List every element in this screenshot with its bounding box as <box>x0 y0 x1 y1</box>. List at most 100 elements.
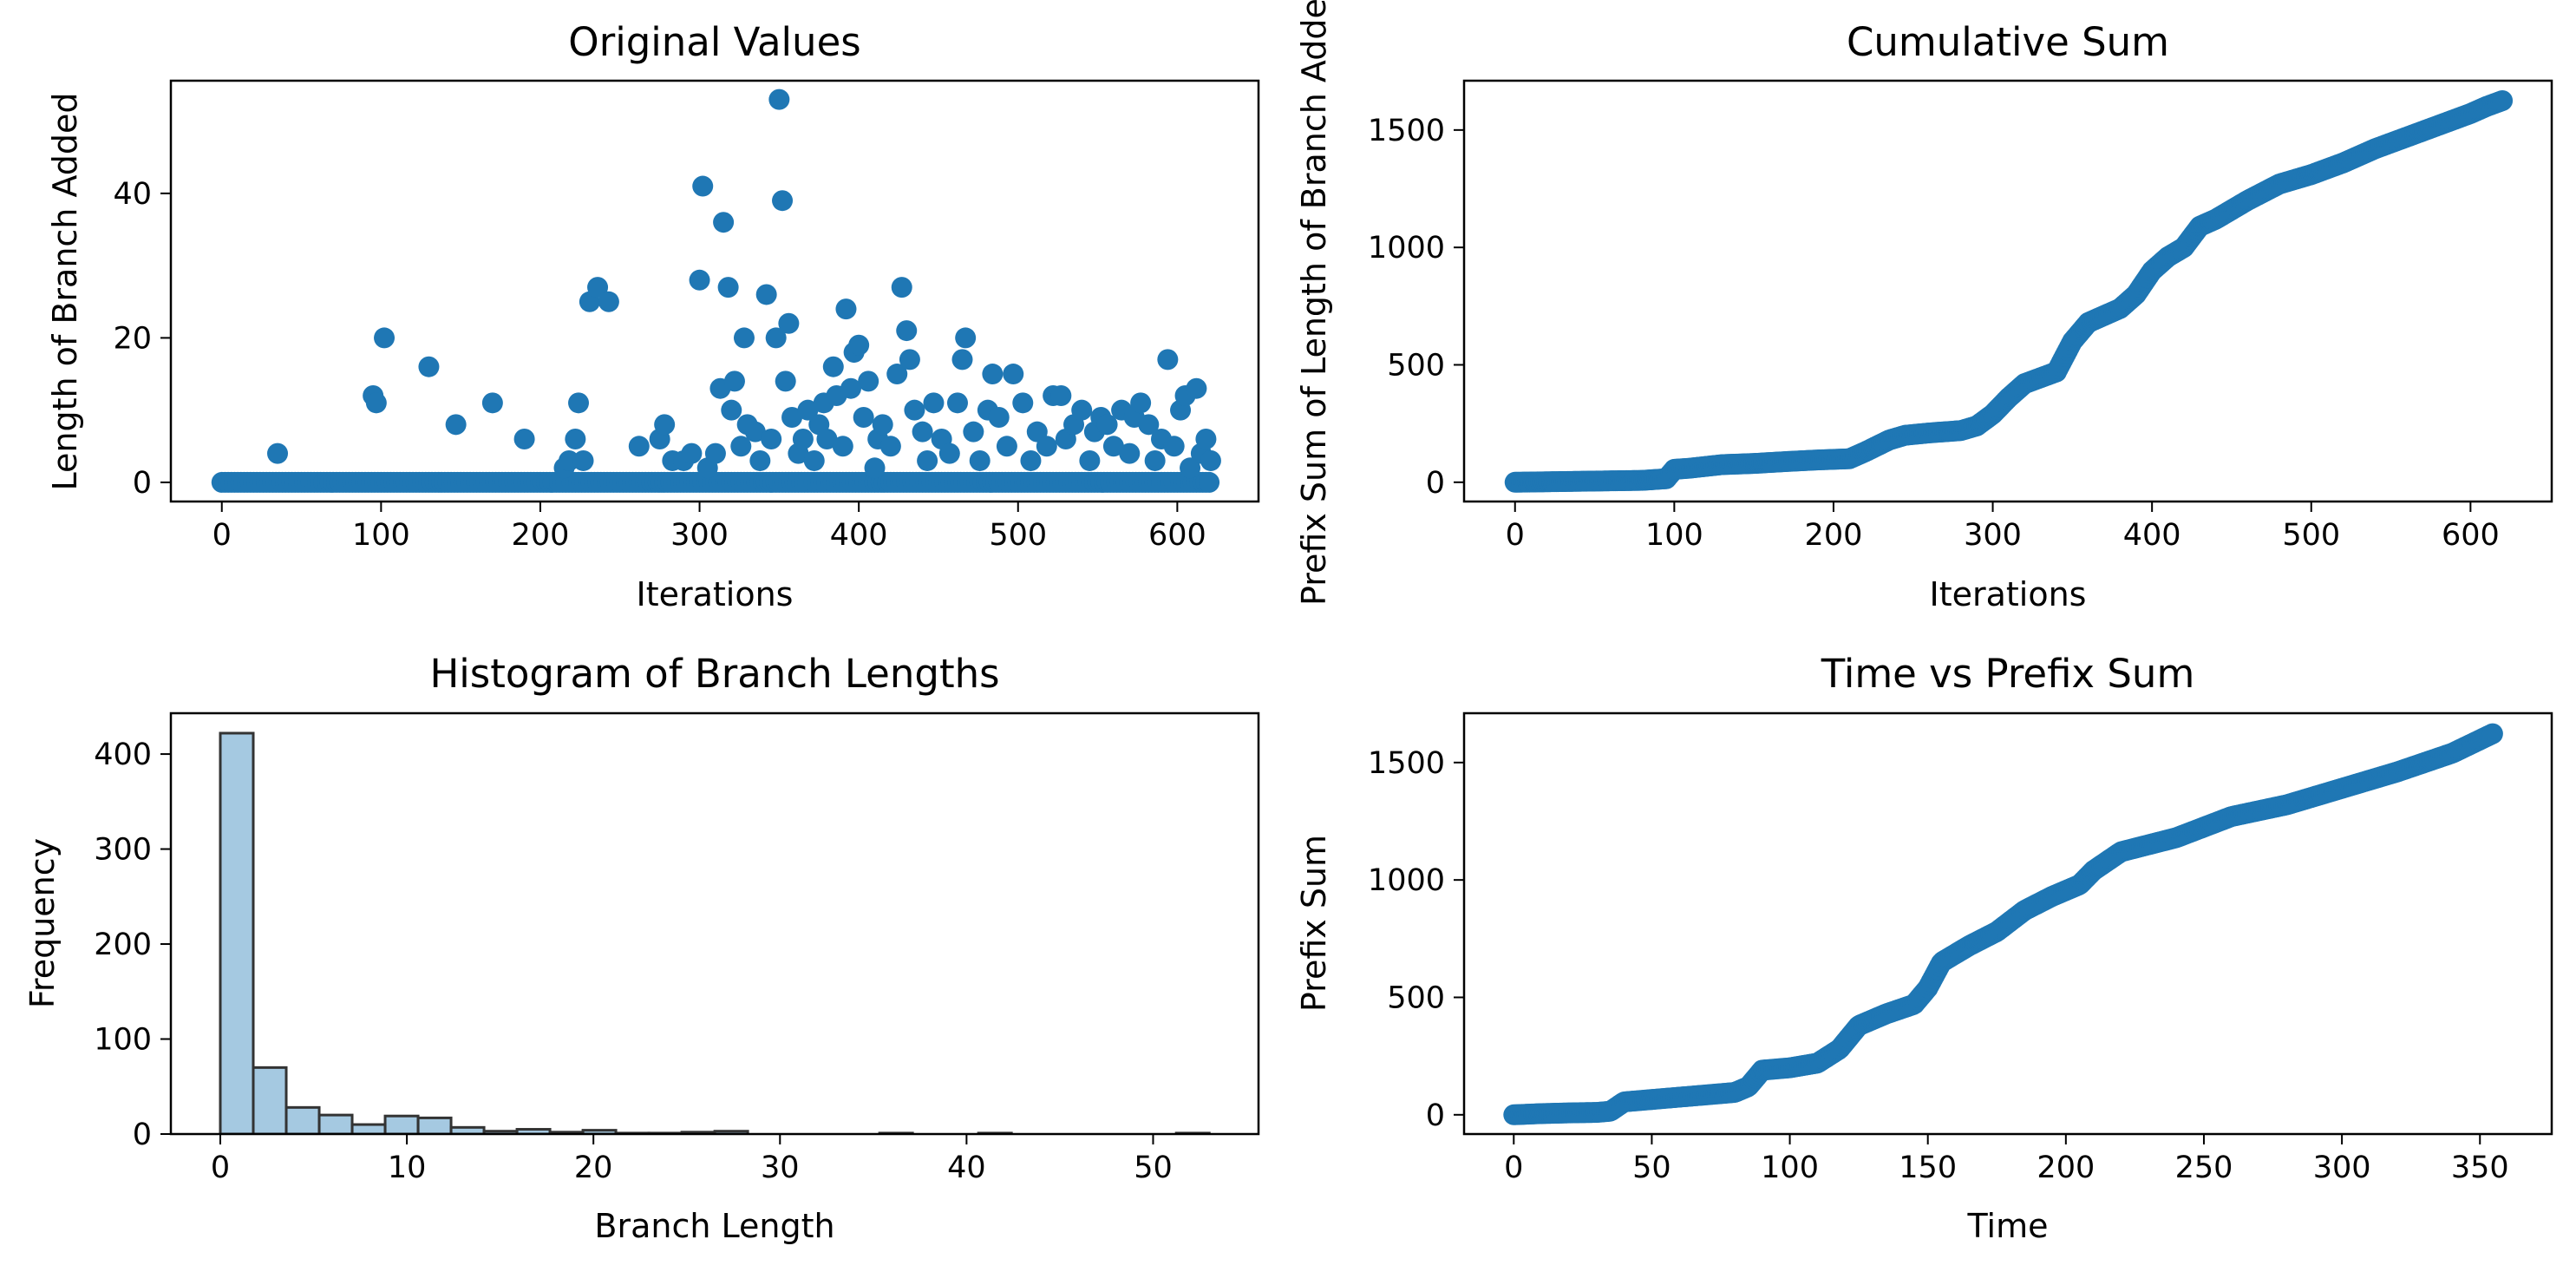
y-tick-label: 0 <box>1426 466 1445 501</box>
x-tick-label: 600 <box>1148 518 1206 553</box>
data-point <box>1079 449 1101 471</box>
x-tick-label: 50 <box>1134 1151 1173 1185</box>
data-point <box>840 377 861 399</box>
data-point <box>481 392 503 414</box>
chart-cumulative-frame <box>1462 79 2553 503</box>
chart-cumulative-xlabel: Iterations <box>1930 575 2087 613</box>
data-point <box>951 349 973 370</box>
data-point <box>835 298 857 320</box>
data-point <box>1020 449 1042 471</box>
data-point <box>692 175 714 197</box>
chart-cumulative-yticks: 0 500 1000 1500 <box>1368 114 1464 501</box>
x-tick-label: 0 <box>1506 518 1525 553</box>
data-point <box>917 449 938 471</box>
chart-original-ylabel: Length of Branch Added <box>46 92 84 490</box>
data-point <box>587 277 609 298</box>
data-point <box>822 356 844 377</box>
data-point <box>775 370 796 392</box>
x-tick-label: 0 <box>212 518 232 553</box>
chart-time-prefix: Time vs Prefix Sum 0 50 100 150 200 250 300 350… <box>1295 651 2553 1245</box>
chart-original-frame <box>169 79 1260 503</box>
x-tick-label: 400 <box>2123 518 2181 553</box>
data-point <box>891 277 912 298</box>
data-point <box>1036 436 1057 457</box>
y-tick-label: 200 <box>94 928 152 962</box>
data-point <box>1050 385 1072 407</box>
y-tick-label: 20 <box>113 321 152 356</box>
data-point <box>858 370 879 392</box>
histogram-bar <box>317 1113 354 1134</box>
data-point <box>923 392 945 414</box>
y-tick-label: 1000 <box>1368 231 1445 266</box>
data-point <box>761 428 782 449</box>
x-tick-label: 150 <box>1899 1151 1957 1185</box>
data-point <box>803 449 825 471</box>
chart-cumulative-ylabel: Prefix Sum of Length of Branch Added <box>1295 0 1333 606</box>
data-point <box>559 449 580 471</box>
data-point <box>1157 349 1179 370</box>
chart-cumulative-xticks: 0 100 200 300 400 500 600 <box>1506 502 2500 553</box>
data-point <box>768 89 790 110</box>
data-point <box>1200 449 1221 471</box>
data-point <box>848 334 870 356</box>
chart-cumulative-sum: Cumulative Sum 0 100 200 300 400 500 600 0 500 1… <box>1295 0 2553 613</box>
chart-histogram-xticks: 0 10 20 30 40 50 <box>211 1134 1173 1185</box>
data-point <box>374 327 396 349</box>
data-point <box>988 407 1010 428</box>
data-point <box>713 212 735 233</box>
histogram-bar <box>416 1116 453 1134</box>
data-point <box>832 436 853 457</box>
chart-histogram-plot <box>219 731 1211 1134</box>
data-point <box>565 428 586 449</box>
chart-time-ylabel: Prefix Sum <box>1295 835 1333 1012</box>
data-point <box>704 443 726 464</box>
x-tick-label: 350 <box>2451 1151 2509 1185</box>
data-point <box>1102 436 1124 457</box>
chart-cumulative-plot <box>1504 90 2514 493</box>
x-tick-label: 100 <box>1761 1151 1819 1185</box>
data-point <box>418 356 440 377</box>
chart-time-title: Time vs Prefix Sum <box>1821 651 2195 697</box>
x-tick-label: 0 <box>1504 1151 1523 1185</box>
data-point <box>792 428 814 449</box>
data-point <box>267 443 289 464</box>
data-point <box>879 436 901 457</box>
data-point <box>912 421 933 443</box>
x-tick-label: 10 <box>388 1151 427 1185</box>
data-point <box>1096 414 1118 436</box>
data-point <box>1144 449 1166 471</box>
data-point <box>1130 392 1152 414</box>
chart-original-values: Original Values 0 100 200 300 400 500 600 0 20 4… <box>46 19 1260 613</box>
data-point <box>755 284 777 305</box>
histogram-bar <box>350 1123 387 1134</box>
y-tick-label: 100 <box>94 1023 152 1058</box>
chart-original-yticks: 0 20 40 <box>113 177 171 501</box>
data-point <box>982 364 1004 385</box>
data-point <box>1071 399 1093 421</box>
data-point <box>749 449 771 471</box>
x-tick-label: 0 <box>211 1151 230 1185</box>
y-tick-label: 0 <box>1426 1098 1445 1133</box>
x-tick-label: 40 <box>947 1151 986 1185</box>
data-point <box>721 399 742 421</box>
data-point <box>628 436 650 457</box>
data-point <box>1003 364 1024 385</box>
y-tick-label: 500 <box>1387 980 1445 1015</box>
chart-histogram-title: Histogram of Branch Lengths <box>429 651 999 697</box>
chart-histogram-yticks: 0 100 200 300 400 <box>94 738 171 1152</box>
data-point <box>896 320 918 342</box>
data-point <box>963 421 984 443</box>
data-point <box>1012 392 1034 414</box>
x-tick-label: 100 <box>352 518 410 553</box>
x-tick-label: 200 <box>2037 1151 2095 1185</box>
x-tick-label: 300 <box>2313 1151 2371 1185</box>
chart-histogram-xlabel: Branch Length <box>594 1207 834 1245</box>
data-point <box>938 443 960 464</box>
data-point <box>365 392 387 414</box>
data-point <box>723 370 745 392</box>
chart-original-title: Original Values <box>568 19 860 65</box>
data-point <box>717 277 739 298</box>
y-tick-label: 1500 <box>1368 114 1445 148</box>
data-point <box>899 349 920 370</box>
data-point <box>904 399 925 421</box>
